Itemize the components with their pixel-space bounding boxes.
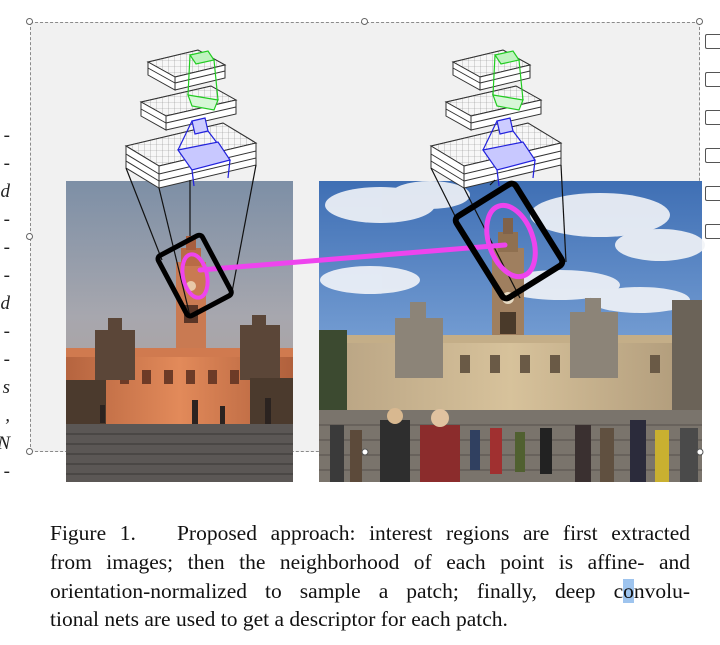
cnn-receptive-field-right xyxy=(481,50,536,187)
margin-glyph: , xyxy=(5,405,10,426)
margin-glyph: d xyxy=(0,181,11,202)
cnn-stack-right xyxy=(429,49,563,189)
caption-label: Figure 1. xyxy=(50,521,136,545)
caption-text: orientation-normalized to sample a patch… xyxy=(50,578,624,603)
image-icon[interactable] xyxy=(705,148,720,163)
resize-handle-top-left[interactable] xyxy=(26,18,33,25)
text-selection[interactable]: o xyxy=(623,578,634,603)
margin-glyph: - xyxy=(3,125,10,146)
right-photo xyxy=(319,181,705,482)
margin-glyph: d xyxy=(0,293,11,314)
projection-lines-left xyxy=(125,164,257,317)
margin-glyph: - xyxy=(3,461,10,482)
resize-handle-top[interactable] xyxy=(361,18,368,25)
margin-glyph: N xyxy=(0,433,10,455)
caption-line: from images; then the neighborhood of ea… xyxy=(50,549,690,574)
margin-glyph: - xyxy=(3,153,10,174)
caption-line: tional nets are used to get a descriptor… xyxy=(50,607,508,632)
interest-region-left xyxy=(155,232,234,319)
match-line xyxy=(197,242,508,273)
figure-illustration xyxy=(66,49,705,482)
crop-icon[interactable] xyxy=(705,110,720,125)
figure-caption: Figure 1. Proposed approach: interest re… xyxy=(50,519,690,634)
margin-glyph: - xyxy=(3,349,10,370)
interest-region-right xyxy=(452,180,566,302)
caption-text: Proposed approach: interest regions are … xyxy=(176,521,690,545)
margin-glyph: - xyxy=(3,209,10,230)
cnn-receptive-field-left xyxy=(176,50,231,187)
resize-handle-left[interactable] xyxy=(26,233,33,240)
margin-glyph: - xyxy=(3,321,10,342)
layout-icon[interactable] xyxy=(705,186,720,201)
image-icon[interactable] xyxy=(705,72,720,87)
resize-handle-top-right[interactable] xyxy=(696,18,703,25)
left-photo xyxy=(66,181,293,482)
anchor-dot[interactable] xyxy=(696,448,704,456)
caption-line: orientation-normalized to sample a patch… xyxy=(50,577,690,606)
caption-line: Figure 1. Proposed approach: interest re… xyxy=(50,519,690,548)
margin-glyph: s xyxy=(2,377,10,398)
resize-handle-bottom-left[interactable] xyxy=(26,448,33,455)
caption-text: nvolu- xyxy=(633,578,690,603)
anchor-dot[interactable] xyxy=(361,448,369,456)
margin-glyph: - xyxy=(3,237,10,258)
margin-glyph: - xyxy=(3,265,10,286)
eraser-icon[interactable] xyxy=(705,224,720,239)
image-icon[interactable] xyxy=(705,34,720,49)
